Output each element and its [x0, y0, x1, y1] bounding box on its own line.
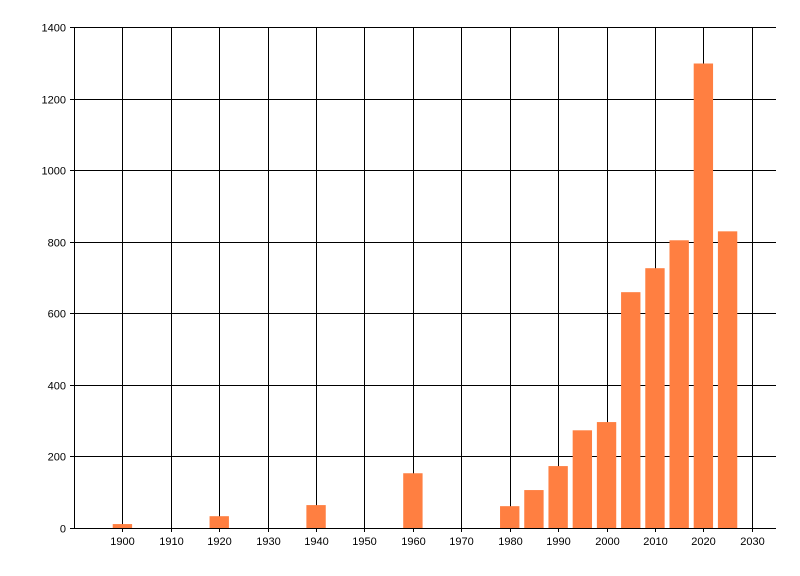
x-tick-label: 2000 [595, 536, 619, 548]
bar-2005 [621, 292, 641, 528]
bar-1990 [548, 466, 568, 528]
bar-1920 [209, 516, 229, 528]
x-tick-label: 1960 [401, 536, 425, 548]
bar-1960 [403, 473, 423, 528]
y-tick-label: 1400 [42, 23, 66, 35]
bars [112, 63, 738, 529]
bar-2010 [645, 268, 665, 528]
x-tick-label: 2030 [740, 536, 764, 548]
bar-1980 [500, 506, 520, 528]
x-tick-label: 2020 [691, 536, 715, 548]
bar-2020 [693, 63, 714, 528]
y-tick-label: 400 [48, 381, 66, 393]
bar-2015 [669, 240, 689, 529]
x-tick-label: 1940 [304, 536, 328, 548]
bar-2000 [596, 422, 617, 528]
x-tick-label: 1910 [159, 536, 183, 548]
y-tick-label: 800 [48, 238, 66, 250]
y-tick-label: 600 [48, 309, 66, 321]
x-tick-label: 2010 [643, 536, 667, 548]
bar-1940 [306, 505, 326, 528]
tick-labels: 1900 1910 1920 1930 1940 1950 1960 1970 1980 1990… [42, 23, 765, 549]
x-tick-label: 1930 [256, 536, 280, 548]
bar-1985 [524, 490, 544, 528]
x-tick-label: 1970 [449, 536, 473, 548]
bar-2025 [717, 231, 738, 528]
x-tick-label: 1950 [352, 536, 376, 548]
axes [74, 27, 776, 529]
bar-1995 [572, 430, 593, 528]
y-tick-label: 1200 [42, 95, 66, 107]
x-tick-label: 1920 [207, 536, 231, 548]
y-tick-label: 0 [60, 524, 66, 536]
x-tick-label: 1980 [498, 536, 522, 548]
bar-1900 [112, 524, 133, 528]
y-tick-label: 1000 [42, 166, 66, 178]
x-tick-label: 1900 [110, 536, 134, 548]
y-tick-label: 200 [48, 452, 66, 464]
x-tick-label: 1990 [546, 536, 570, 548]
